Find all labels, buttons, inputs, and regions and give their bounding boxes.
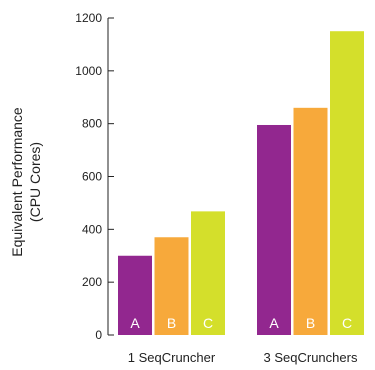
y-axis: 0 200 400 600 800 1000 1200 <box>75 11 114 342</box>
y-tick-label: 800 <box>82 117 102 131</box>
category-labels: 1 SeqCruncher 3 SeqCrunchers <box>128 350 358 365</box>
y-axis-label: Equivalent Performance (CPU Cores) <box>9 107 43 257</box>
bar-c-group-1 <box>191 211 225 335</box>
y-tick-label: 600 <box>82 170 102 184</box>
bar-series-label: B <box>167 315 176 331</box>
y-tick-label: 0 <box>95 328 102 342</box>
bar-b-group-2 <box>293 107 328 335</box>
bar-series-label: C <box>203 315 213 331</box>
y-tick-label: 200 <box>82 275 102 289</box>
bar-series-label: A <box>269 315 279 331</box>
y-axis-label-line-2: (CPU Cores) <box>27 142 43 222</box>
category-label: 3 SeqCrunchers <box>264 350 358 365</box>
bar-series-label: B <box>306 315 315 331</box>
bar-c-group-2 <box>330 31 364 335</box>
y-axis-label-line-1: Equivalent Performance <box>9 107 25 257</box>
bar-a-group-1 <box>118 255 152 335</box>
bar-a-group-2 <box>257 124 291 335</box>
bar-series-label: A <box>130 315 140 331</box>
y-tick-label: 1000 <box>75 64 102 78</box>
y-tick-label: 400 <box>82 222 102 236</box>
category-label: 1 SeqCruncher <box>128 350 216 365</box>
bar-series-label: C <box>342 315 352 331</box>
y-tick-label: 1200 <box>75 11 102 25</box>
bar-b-group-1 <box>154 237 189 335</box>
